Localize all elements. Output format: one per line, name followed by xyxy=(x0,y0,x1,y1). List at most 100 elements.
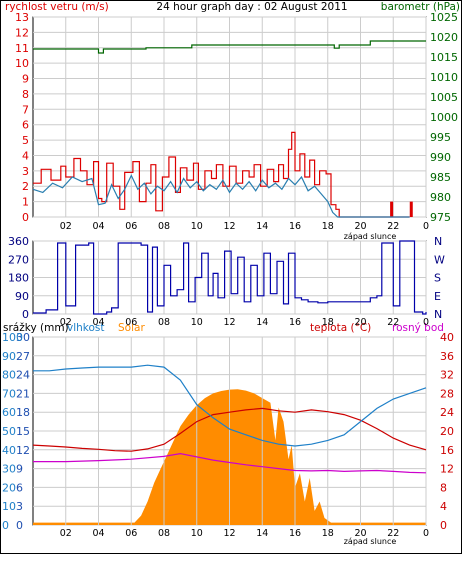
rain-y-tick-label: 9 xyxy=(16,463,23,476)
weather-x-tick-label: 06 xyxy=(125,528,137,539)
wind-y-tick-label: 5 xyxy=(22,134,29,147)
temp-y-tick-label: 0 xyxy=(440,519,447,532)
direction-x-tick-label: 22 xyxy=(387,317,399,328)
humidity-y-tick-label: 10 xyxy=(2,500,16,513)
wind-x-tick-label: 10 xyxy=(191,221,203,232)
direction-x-tick-label: 18 xyxy=(322,317,334,328)
series-line-dew-point xyxy=(33,452,427,474)
temp-y-tick-label: 36 xyxy=(440,350,454,363)
series-line-wind-average xyxy=(32,174,410,218)
wind-x-tick-label: 18 xyxy=(322,221,334,232)
page-frame xyxy=(0,0,462,554)
wind-y-tick-label: 1 xyxy=(22,196,29,209)
temp-y-tick-label: 12 xyxy=(440,463,454,476)
direction-y-tick-label: 0 xyxy=(22,308,29,321)
direction-x-tick-label: 12 xyxy=(223,317,235,328)
wind-y-tick-label: 2 xyxy=(22,180,29,193)
direction-y-tick-label: 90 xyxy=(15,290,29,303)
wind-y-tick-label: 10 xyxy=(15,57,29,70)
wind-y-tick-label: 9 xyxy=(22,73,29,86)
direction-compass-label: N xyxy=(434,235,442,248)
direction-y-tick-label: 180 xyxy=(8,272,29,285)
pressure-y-tick-label: 1025 xyxy=(430,11,458,24)
direction-x-tick-label: 0 xyxy=(423,317,429,328)
direction-x-tick-label: 16 xyxy=(289,317,301,328)
rain-y-tick-label: 0 xyxy=(16,519,23,532)
pressure-y-tick-label: 1010 xyxy=(430,71,458,84)
wind-x-tick-label: 02 xyxy=(60,221,72,232)
direction-x-tick-label: 06 xyxy=(125,317,137,328)
wind-y-tick-label: 12 xyxy=(15,26,29,39)
rain-y-tick-label: 30 xyxy=(16,331,30,344)
pressure-y-tick-label: 1015 xyxy=(430,51,458,64)
series-line-pressure xyxy=(33,40,426,54)
direction-x-tick-label: 02 xyxy=(60,317,72,328)
humidity-y-tick-label: 100 xyxy=(2,331,23,344)
temp-y-tick-label: 40 xyxy=(440,331,454,344)
humidity-y-tick-label: 80 xyxy=(2,369,16,382)
weather-x-tick-label: 08 xyxy=(158,528,170,539)
weather-x-tick-label: 18 xyxy=(322,528,334,539)
humidity-y-tick-label: 30 xyxy=(2,463,16,476)
wind-y-tick-label: 11 xyxy=(15,42,29,55)
rain-y-tick-label: 6 xyxy=(16,481,23,494)
wind-x-tick-label: 14 xyxy=(256,221,268,232)
wind-x-tick-label: 06 xyxy=(125,221,137,232)
series-line-humidity xyxy=(33,364,427,447)
direction-compass-label: N xyxy=(434,308,442,321)
weather-x-tick-label: 0 xyxy=(423,528,429,539)
humidity-y-tick-label: 50 xyxy=(2,425,16,438)
weather-x-tick-label: 12 xyxy=(223,528,235,539)
direction-compass-label: W xyxy=(434,253,445,266)
pressure-y-tick-label: 985 xyxy=(430,171,451,184)
pressure-y-tick-label: 1000 xyxy=(430,111,458,124)
wind-y-tick-label: 0 xyxy=(22,211,29,224)
rain-y-tick-label: 12 xyxy=(16,444,30,457)
wind-x-tick-label: 20 xyxy=(354,221,366,232)
wind-y-tick-label: 13 xyxy=(15,11,29,24)
weather-x-tick-label: 02 xyxy=(60,528,72,539)
pressure-axis-label: barometr (hPa) xyxy=(381,1,460,13)
dew-axis-label: rosný bod xyxy=(392,322,444,334)
series-line-temperature xyxy=(32,407,427,452)
wind-x-tick-label: 22 xyxy=(387,221,399,232)
rain-y-tick-label: 3 xyxy=(16,500,23,513)
rain-y-tick-label: 18 xyxy=(16,406,30,419)
temp-axis-label: teplota (°C) xyxy=(310,322,371,334)
direction-compass-label: E xyxy=(434,290,441,303)
direction-x-tick-label: 08 xyxy=(158,317,170,328)
rain-y-tick-label: 21 xyxy=(16,387,30,400)
direction-y-tick-label: 360 xyxy=(8,235,29,248)
direction-x-tick-label: 04 xyxy=(92,317,104,328)
temp-y-tick-label: 28 xyxy=(440,387,454,400)
humidity-y-tick-label: 70 xyxy=(2,387,16,400)
wind-x-tick-label: 08 xyxy=(158,221,170,232)
humidity-axis-label: vlhkost xyxy=(67,322,105,334)
wind-x-tick-label: 04 xyxy=(92,221,104,232)
pressure-y-tick-label: 975 xyxy=(430,211,451,224)
late-gust-bar xyxy=(390,201,394,217)
wind-y-tick-label: 6 xyxy=(22,119,29,132)
pressure-y-tick-label: 980 xyxy=(430,191,451,204)
pressure-y-tick-label: 1005 xyxy=(430,91,458,104)
pressure-y-tick-label: 1020 xyxy=(430,31,458,44)
weather-x-tick-label: 14 xyxy=(256,528,268,539)
wind-axis-label: rychlost vetru (m/s) xyxy=(5,1,109,13)
chart-title: 24 hour graph day : 02 August 2011 xyxy=(156,1,347,13)
wind-x-tick-label: 16 xyxy=(289,221,301,232)
direction-compass-label: S xyxy=(434,272,441,285)
sunset-note-top: západ slunce xyxy=(344,232,397,241)
weather-x-tick-label: 20 xyxy=(354,528,366,539)
solar-axis-label: Solar xyxy=(118,322,145,334)
wind-y-tick-label: 3 xyxy=(22,165,29,178)
series-line-direction xyxy=(33,240,427,315)
temp-y-tick-label: 20 xyxy=(440,425,454,438)
late-gust-bar xyxy=(409,201,413,217)
pressure-y-tick-label: 990 xyxy=(430,151,451,164)
rain-y-tick-label: 24 xyxy=(16,369,30,382)
humidity-y-tick-label: 40 xyxy=(2,444,16,457)
wind-y-tick-label: 8 xyxy=(22,88,29,101)
temp-y-tick-label: 32 xyxy=(440,369,454,382)
sunset-note-bottom: západ slunce xyxy=(344,537,397,546)
